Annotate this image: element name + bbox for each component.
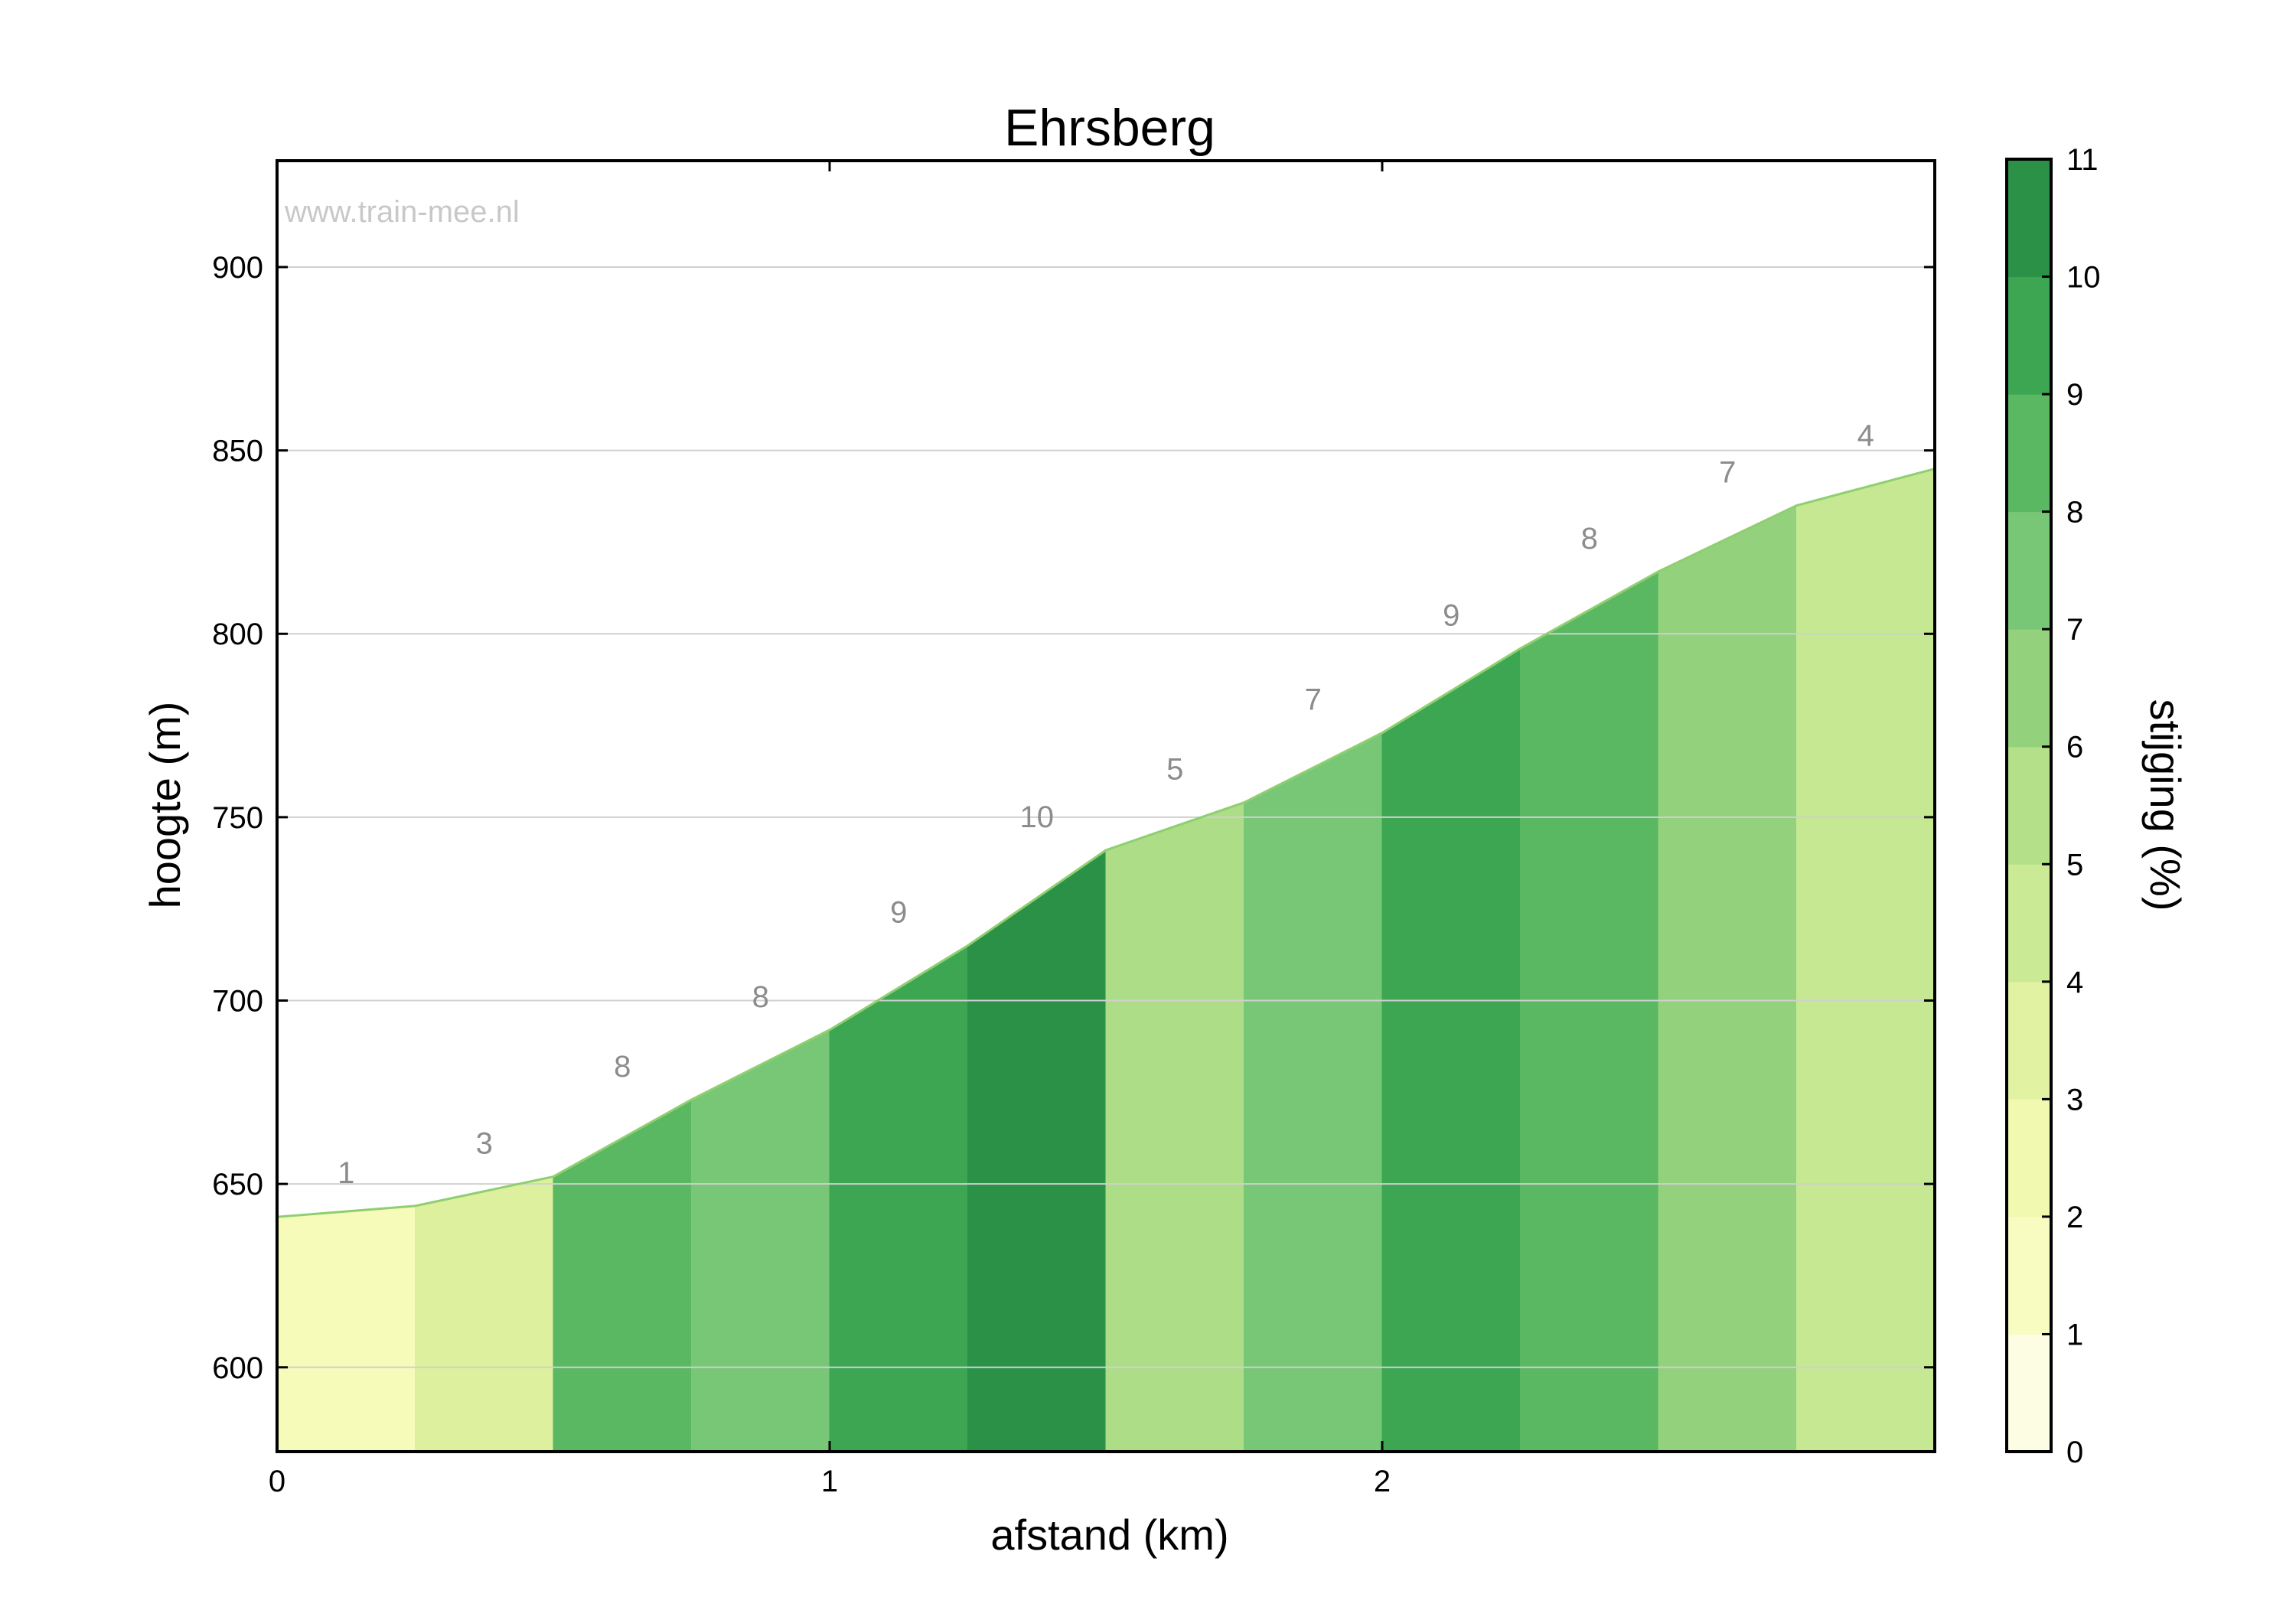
colorbar-swatch <box>2007 629 2051 748</box>
grade-label: 8 <box>614 1050 631 1084</box>
colorbar-swatch <box>2007 159 2051 278</box>
colorbar-tick-label: 5 <box>2066 848 2083 882</box>
colorbar-swatch <box>2007 981 2051 1100</box>
x-tick-label: 2 <box>1374 1465 1391 1498</box>
colorbar-swatch <box>2007 1099 2051 1217</box>
profile-segment <box>1105 802 1244 1452</box>
colorbar-swatch <box>2007 276 2051 395</box>
colorbar-swatch <box>2007 1216 2051 1335</box>
y-tick-label: 850 <box>212 435 263 468</box>
profile-segment <box>691 1029 830 1452</box>
grade-label: 10 <box>1020 800 1055 834</box>
colorbar-tick-label: 4 <box>2066 966 2083 999</box>
y-tick-label: 750 <box>212 801 263 835</box>
x-axis-title: afstand (km) <box>990 1511 1228 1559</box>
grade-label: 4 <box>1857 419 1874 453</box>
profile-line <box>276 468 1936 1218</box>
colorbar-tick-label: 8 <box>2066 496 2083 530</box>
colorbar-tick-label: 7 <box>2066 613 2083 647</box>
profile-segment <box>829 944 968 1452</box>
grade-label: 9 <box>890 896 907 930</box>
plot-area: 1 3 8 8 9 10 5 7 9 8 7 4 600 650 700 750 800 850 900 0 1 2 <box>212 159 1936 1498</box>
profile-segment <box>276 1205 416 1452</box>
colorbar-tick-label: 6 <box>2066 731 2083 764</box>
grade-label: 7 <box>1719 456 1736 490</box>
y-tick-label: 900 <box>212 251 263 285</box>
y-tick-label: 800 <box>212 618 263 651</box>
profile-segment <box>1796 468 1936 1452</box>
colorbar-tick-label: 3 <box>2066 1083 2083 1116</box>
colorbar-tick-label: 1 <box>2066 1318 2083 1351</box>
plot-frame <box>276 159 1936 1453</box>
colorbar-tick-label: 0 <box>2066 1436 2083 1469</box>
profile-segment <box>1381 647 1521 1452</box>
grade-label: 3 <box>476 1127 493 1161</box>
grade-label: 1 <box>338 1156 354 1190</box>
colorbar-tick-label: 10 <box>2066 261 2101 295</box>
colorbar-frame <box>2005 158 2053 1453</box>
y-tick-label: 650 <box>212 1168 263 1201</box>
colorbar-swatch <box>2007 511 2051 630</box>
grade-label: 8 <box>752 980 769 1014</box>
grade-label: 8 <box>1581 522 1598 556</box>
colorbar-tick-label: 11 <box>2066 143 2099 177</box>
grade-label: 9 <box>1443 598 1459 632</box>
grade-label: 5 <box>1166 753 1183 787</box>
colorbar-title: stijging (%) <box>2141 699 2190 911</box>
colorbar-swatch <box>2007 746 2051 865</box>
grade-label: 7 <box>1305 683 1322 717</box>
y-axis-title: hoogte (m) <box>141 702 189 909</box>
x-tick-label: 0 <box>269 1465 285 1498</box>
profile-segment <box>1244 732 1383 1452</box>
watermark: www.train-mee.nl <box>284 195 520 229</box>
profile-segment <box>967 849 1107 1452</box>
y-tick-label: 700 <box>212 985 263 1019</box>
colorbar-swatch <box>2007 394 2051 513</box>
colorbar-tick-label: 9 <box>2066 378 2083 412</box>
chart-title: Ehrsberg <box>1004 99 1215 157</box>
colorbar-tick-label: 2 <box>2066 1201 2083 1234</box>
colorbar-swatch <box>2007 1334 2051 1452</box>
y-tick-label: 600 <box>212 1351 263 1385</box>
colorbar: 0 1 2 3 4 5 6 7 8 9 10 11 <box>2005 143 2101 1469</box>
profile-segment <box>553 1099 692 1452</box>
profile-segment <box>1520 570 1659 1452</box>
profile-segment <box>415 1175 554 1452</box>
x-tick-label: 1 <box>821 1465 838 1498</box>
colorbar-swatch <box>2007 864 2051 983</box>
profile-segment <box>1658 504 1797 1452</box>
